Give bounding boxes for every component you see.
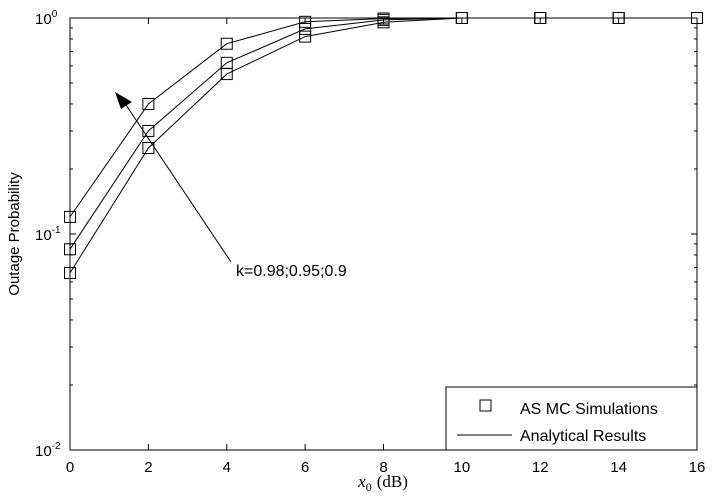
x-tick-label: 4 [223, 459, 231, 476]
data-point-marker [299, 22, 312, 35]
data-point-marker [64, 210, 76, 223]
plot-area [69, 17, 698, 451]
data-point-marker [455, 12, 468, 24]
x-tick-label: 12 [532, 459, 549, 476]
x-tick-label: 8 [379, 459, 387, 476]
y-tick-label: 10-2 [35, 441, 61, 460]
series-line [69, 17, 697, 274]
legend-box [445, 386, 698, 451]
x-tick-label: 0 [66, 459, 74, 476]
data-point-marker [377, 16, 390, 29]
series-lines [69, 17, 697, 274]
x-axis-label: x0 (dB) [357, 472, 408, 494]
data-point-marker [299, 30, 312, 43]
x-tick-label: 2 [144, 459, 152, 476]
x-tick-label: 16 [689, 459, 706, 476]
data-point-marker [142, 142, 155, 155]
data-point-marker [142, 97, 155, 110]
annotation-arrowhead [115, 92, 132, 109]
data-point-marker [64, 243, 76, 256]
legend: AS MC Simulations Analytical Results [445, 386, 698, 451]
data-point-marker [612, 12, 625, 24]
data-point-marker [691, 12, 703, 24]
data-point-marker [534, 12, 547, 24]
x-tick-label: 6 [301, 459, 309, 476]
data-point-marker [64, 266, 76, 279]
x-tick-label: 10 [454, 459, 471, 476]
data-point-marker [220, 68, 233, 81]
x-tick-label: 14 [610, 459, 627, 476]
series-markers [64, 12, 703, 279]
y-tick-label: 100 [35, 9, 58, 28]
data-point-marker [299, 15, 312, 28]
legend-entry-analytical: Analytical Results [520, 428, 646, 445]
y-tick-labels: 100 10-1 10-2 [35, 9, 61, 460]
legend-marker-square [479, 399, 492, 412]
y-axis-label: Outage Probability [6, 172, 23, 296]
y-tick-label: 10-1 [35, 225, 61, 244]
annotation-label: k=0.98;0.95;0.9 [236, 263, 347, 280]
x-tick-labels: 0 2 4 6 8 10 12 14 16 [66, 459, 706, 476]
data-point-marker [220, 37, 233, 50]
legend-entry-simulations: AS MC Simulations [520, 401, 658, 418]
annotation-arrow-line [123, 101, 232, 263]
